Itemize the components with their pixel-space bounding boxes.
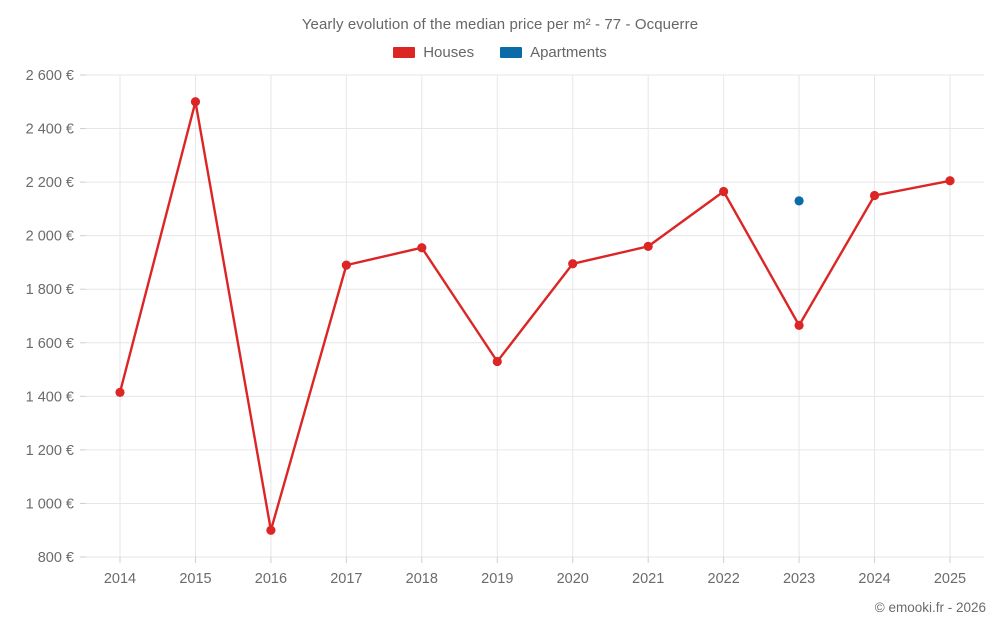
grid-lines [80,74,984,563]
y-axis-tick-label: 2 200 € [26,175,74,191]
x-axis-tick-label: 2021 [632,571,664,587]
data-point-houses[interactable] [266,525,276,535]
y-axis-tick-label: 1 600 € [26,336,74,352]
x-axis-labels: 2014 2015 2016 2017 2018 2019 2020 2021 2022 2023… [104,571,966,587]
x-axis-tick-label: 2022 [708,571,740,587]
legend-item-apartments[interactable]: Apartments [500,44,607,61]
x-axis-tick-label: 2020 [557,571,589,587]
y-axis-tick-label: 1 400 € [26,389,74,405]
data-point-houses[interactable] [794,320,804,330]
data-point-houses[interactable] [568,259,578,269]
data-point-houses[interactable] [115,387,125,397]
legend-label-houses: Houses [423,44,475,61]
y-axis-tick-label: 2 000 € [26,229,74,245]
x-axis-tick-label: 2019 [481,571,513,587]
data-point-apartments[interactable] [794,196,804,206]
chart-title: Yearly evolution of the median price per… [301,16,699,33]
data-point-houses[interactable] [643,241,653,251]
y-axis-tick-label: 800 € [38,550,74,566]
y-axis-tick-label: 1 000 € [26,496,74,512]
series-line-houses [118,100,952,532]
x-axis-tick-label: 2023 [783,571,815,587]
x-axis-tick-label: 2015 [179,571,211,587]
data-point-houses[interactable] [190,97,201,107]
data-point-houses[interactable] [341,260,351,270]
y-axis-tick-label: 2 400 € [26,122,74,138]
x-axis-tick-label: 2025 [934,571,966,587]
data-point-houses[interactable] [945,176,955,186]
x-axis-tick-label: 2016 [255,571,287,587]
legend-label-apartments: Apartments [530,44,607,61]
legend-item-houses[interactable]: Houses [393,44,474,61]
y-axis-tick-label: 1 800 € [26,282,74,298]
x-axis-tick-label: 2018 [406,571,438,587]
x-axis-tick-label: 2024 [858,571,890,587]
copyright-credit: © emooki.fr - 2026 [874,600,986,615]
data-point-houses[interactable] [492,356,502,367]
chart-legend: Houses Apartments [0,44,1000,61]
x-axis-tick-label: 2014 [104,571,136,587]
y-axis-tick-label: 2 600 € [26,68,74,84]
data-point-houses[interactable] [869,190,880,201]
data-series-layer [115,97,955,535]
legend-swatch-houses-icon [393,47,416,58]
y-axis-tick-label: 1 200 € [26,443,74,459]
data-point-houses[interactable] [719,186,729,197]
legend-swatch-apartments-icon [500,47,523,58]
y-axis-labels: 800 € 1 000 € 1 200 € 1 400 € 1 600 € 1 800 €… [26,68,74,566]
data-point-houses[interactable] [417,243,427,253]
x-axis-tick-label: 2017 [330,571,362,587]
